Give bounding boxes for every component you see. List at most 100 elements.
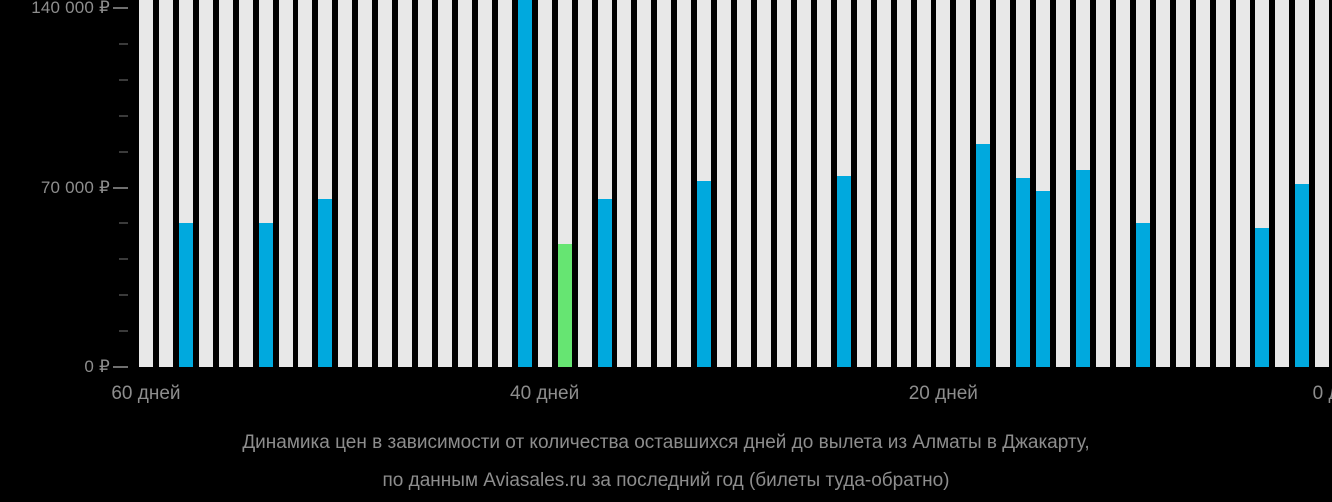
bar-slot[interactable] <box>495 0 515 367</box>
bar-slot[interactable] <box>1272 0 1292 367</box>
bar-track <box>637 0 652 367</box>
bar-value[interactable] <box>1076 170 1091 367</box>
bar-track <box>1275 0 1290 367</box>
bar-slot[interactable] <box>834 0 854 367</box>
bar-slot[interactable] <box>335 0 355 367</box>
bar-slot[interactable] <box>555 0 575 367</box>
bar-track <box>457 0 472 367</box>
bar-slot[interactable] <box>734 0 754 367</box>
bar-value[interactable] <box>517 0 532 367</box>
bar-slot[interactable] <box>1312 0 1332 367</box>
bar-slot[interactable] <box>714 0 734 367</box>
x-axis-tick-label: 0 дней <box>1312 383 1332 404</box>
bar-slot[interactable] <box>1253 0 1273 367</box>
bar-track <box>477 0 492 367</box>
y-tick-major <box>113 186 128 189</box>
bar-slot[interactable] <box>256 0 276 367</box>
bar-value[interactable] <box>836 175 851 367</box>
bar-slot[interactable] <box>634 0 654 367</box>
bar-slot[interactable] <box>455 0 475 367</box>
bar-slot[interactable] <box>236 0 256 367</box>
bar-slot[interactable] <box>575 0 595 367</box>
bar-slot[interactable] <box>754 0 774 367</box>
bar-slot[interactable] <box>1053 0 1073 367</box>
y-tick-minor <box>119 258 128 261</box>
bar-slot[interactable] <box>1213 0 1233 367</box>
bar-slot[interactable] <box>1193 0 1213 367</box>
bar-value[interactable] <box>258 222 273 367</box>
bar-value[interactable] <box>1135 222 1150 367</box>
bar-slot[interactable] <box>395 0 415 367</box>
bar-value[interactable] <box>697 180 712 367</box>
bar-slot[interactable] <box>415 0 435 367</box>
bar-slot[interactable] <box>615 0 635 367</box>
bar-value[interactable] <box>1016 178 1031 367</box>
bar-slot[interactable] <box>914 0 934 367</box>
bar-slot[interactable] <box>694 0 714 367</box>
bar-slot[interactable] <box>1013 0 1033 367</box>
bar-slot[interactable] <box>535 0 555 367</box>
bar-track <box>298 0 313 367</box>
bar-track <box>1315 0 1330 367</box>
chart-caption: Динамика цен в зависимости от количества… <box>0 424 1332 500</box>
bar-slot[interactable] <box>774 0 794 367</box>
bar-slot[interactable] <box>315 0 335 367</box>
bar-slot[interactable] <box>435 0 455 367</box>
bar-track <box>956 0 971 367</box>
bar-track <box>438 0 453 367</box>
bar-slot[interactable] <box>475 0 495 367</box>
bar-slot[interactable] <box>216 0 236 367</box>
bar-slot[interactable] <box>1292 0 1312 367</box>
bar-slot[interactable] <box>934 0 954 367</box>
bar-slot[interactable] <box>1133 0 1153 367</box>
x-axis-tick-label: 40 дней <box>510 383 580 404</box>
bar-slot[interactable] <box>515 0 535 367</box>
bar-slot[interactable] <box>1173 0 1193 367</box>
bar-slot[interactable] <box>1033 0 1053 367</box>
bar-slot[interactable] <box>196 0 216 367</box>
bar-slot[interactable] <box>1073 0 1093 367</box>
y-tick-minor <box>119 78 128 81</box>
bar-slot[interactable] <box>654 0 674 367</box>
y-tick-major <box>113 7 128 9</box>
bar-slot[interactable] <box>156 0 176 367</box>
bar-slot[interactable] <box>276 0 296 367</box>
bar-track <box>617 0 632 367</box>
bar-track <box>996 0 1011 367</box>
bar-slot[interactable] <box>1113 0 1133 367</box>
bar-slot[interactable] <box>595 0 615 367</box>
y-tick-minor <box>119 114 128 117</box>
bar-slot[interactable] <box>993 0 1013 367</box>
bar-slot[interactable] <box>814 0 834 367</box>
bar-value[interactable] <box>1295 183 1310 367</box>
bar-slot[interactable] <box>953 0 973 367</box>
bar-slot[interactable] <box>375 0 395 367</box>
bar-slot[interactable] <box>176 0 196 367</box>
bar-slot[interactable] <box>1093 0 1113 367</box>
bar-value[interactable] <box>1036 191 1051 367</box>
bar-slot[interactable] <box>355 0 375 367</box>
bar-slot[interactable] <box>854 0 874 367</box>
bar-value[interactable] <box>597 199 612 367</box>
bar-track <box>358 0 373 367</box>
bar-slot[interactable] <box>674 0 694 367</box>
bar-slot[interactable] <box>296 0 316 367</box>
bar-slot[interactable] <box>136 0 156 367</box>
bar-track <box>916 0 931 367</box>
bar-value[interactable] <box>178 222 193 367</box>
bar-track <box>1215 0 1230 367</box>
bar-slot[interactable] <box>894 0 914 367</box>
bar-track <box>1175 0 1190 367</box>
bar-value[interactable] <box>318 199 333 367</box>
bar-slot[interactable] <box>794 0 814 367</box>
bar-cheapest[interactable] <box>557 243 572 367</box>
bar-value[interactable] <box>1255 228 1270 367</box>
bar-slot[interactable] <box>874 0 894 367</box>
bar-value[interactable] <box>976 144 991 367</box>
bar-track <box>757 0 772 367</box>
caption-line-2: по данным Aviasales.ru за последний год … <box>382 470 950 491</box>
bar-slot[interactable] <box>1153 0 1173 367</box>
bar-slot[interactable] <box>1233 0 1253 367</box>
bar-slot[interactable] <box>973 0 993 367</box>
bar-track <box>537 0 552 367</box>
